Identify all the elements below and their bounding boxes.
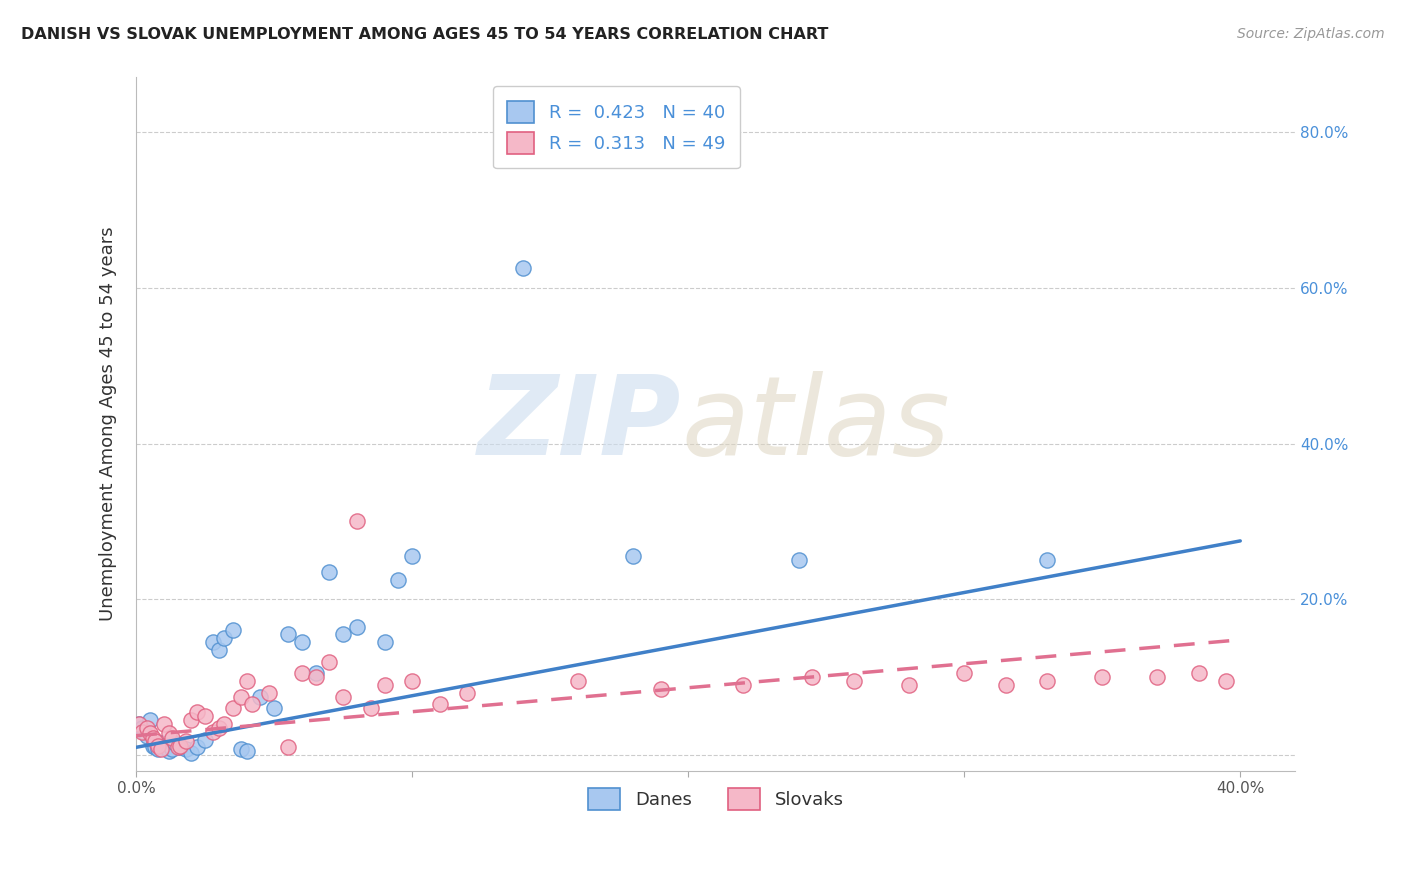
Point (128, 717, 150, 731)
Point (214, 717, 236, 731)
Point (801, 670, 824, 684)
Point (194, 732, 217, 747)
Point (1036, 553, 1059, 567)
Point (332, 627, 354, 641)
Point (953, 666, 976, 681)
Point (387, 573, 409, 587)
Point (277, 627, 299, 641)
Text: atlas: atlas (681, 370, 949, 477)
Point (180, 746, 202, 760)
Point (152, 739, 174, 753)
Point (152, 717, 174, 731)
Point (374, 635, 396, 649)
Point (145, 740, 167, 755)
Point (166, 740, 188, 755)
Point (169, 739, 191, 753)
Text: Source: ZipAtlas.com: Source: ZipAtlas.com (1237, 27, 1385, 41)
Point (160, 731, 183, 745)
Point (1215, 674, 1237, 689)
Point (229, 690, 252, 704)
Point (1188, 666, 1211, 681)
Point (621, 549, 644, 564)
Point (136, 721, 159, 735)
Point (174, 734, 197, 748)
Point (134, 724, 156, 739)
Point (142, 739, 165, 753)
Point (1036, 674, 1059, 689)
Point (136, 729, 159, 743)
Point (304, 666, 326, 681)
Point (174, 742, 197, 756)
Point (145, 734, 167, 748)
Point (186, 740, 208, 755)
Point (202, 635, 225, 649)
Point (277, 740, 299, 755)
Point (567, 674, 589, 689)
Point (318, 565, 340, 579)
Point (401, 674, 423, 689)
Point (169, 740, 191, 755)
Legend: Danes, Slovaks: Danes, Slovaks (574, 773, 858, 824)
Text: ZIP: ZIP (478, 370, 681, 477)
Point (429, 698, 451, 712)
Point (994, 678, 1017, 692)
Point (898, 678, 921, 692)
Point (263, 701, 285, 715)
Point (148, 739, 170, 753)
Point (139, 713, 162, 727)
Point (235, 674, 257, 689)
Point (131, 724, 153, 739)
Point (650, 681, 672, 696)
Point (249, 690, 271, 704)
Point (208, 721, 231, 735)
Point (1091, 670, 1114, 684)
Point (214, 632, 236, 646)
Point (257, 686, 280, 700)
Point (157, 726, 180, 740)
Point (222, 701, 245, 715)
Point (374, 678, 396, 692)
Point (346, 515, 368, 529)
Point (139, 726, 162, 740)
Point (1146, 670, 1168, 684)
Point (787, 553, 810, 567)
Point (186, 706, 208, 720)
Point (149, 736, 172, 750)
Point (304, 670, 326, 684)
Point (148, 742, 170, 756)
Point (291, 666, 314, 681)
Y-axis label: Unemployment Among Ages 45 to 54 years: Unemployment Among Ages 45 to 54 years (100, 227, 117, 622)
Point (160, 742, 183, 756)
Point (346, 619, 368, 633)
Point (512, 261, 534, 276)
Point (155, 740, 177, 755)
Text: DANISH VS SLOVAK UNEMPLOYMENT AMONG AGES 45 TO 54 YEARS CORRELATION CHART: DANISH VS SLOVAK UNEMPLOYMENT AMONG AGES… (21, 27, 828, 42)
Point (842, 674, 865, 689)
Point (142, 731, 165, 745)
Point (149, 742, 172, 756)
Point (208, 643, 231, 657)
Point (360, 701, 382, 715)
Point (229, 742, 252, 756)
Point (202, 724, 225, 739)
Point (194, 709, 217, 723)
Point (401, 549, 423, 564)
Point (131, 721, 153, 735)
Point (291, 635, 314, 649)
Point (163, 736, 186, 750)
Point (235, 744, 257, 758)
Point (157, 744, 180, 758)
Point (733, 678, 755, 692)
Point (128, 717, 150, 731)
Point (240, 698, 263, 712)
Point (456, 686, 478, 700)
Point (332, 690, 354, 704)
Point (180, 713, 202, 727)
Point (222, 624, 245, 638)
Point (318, 655, 340, 669)
